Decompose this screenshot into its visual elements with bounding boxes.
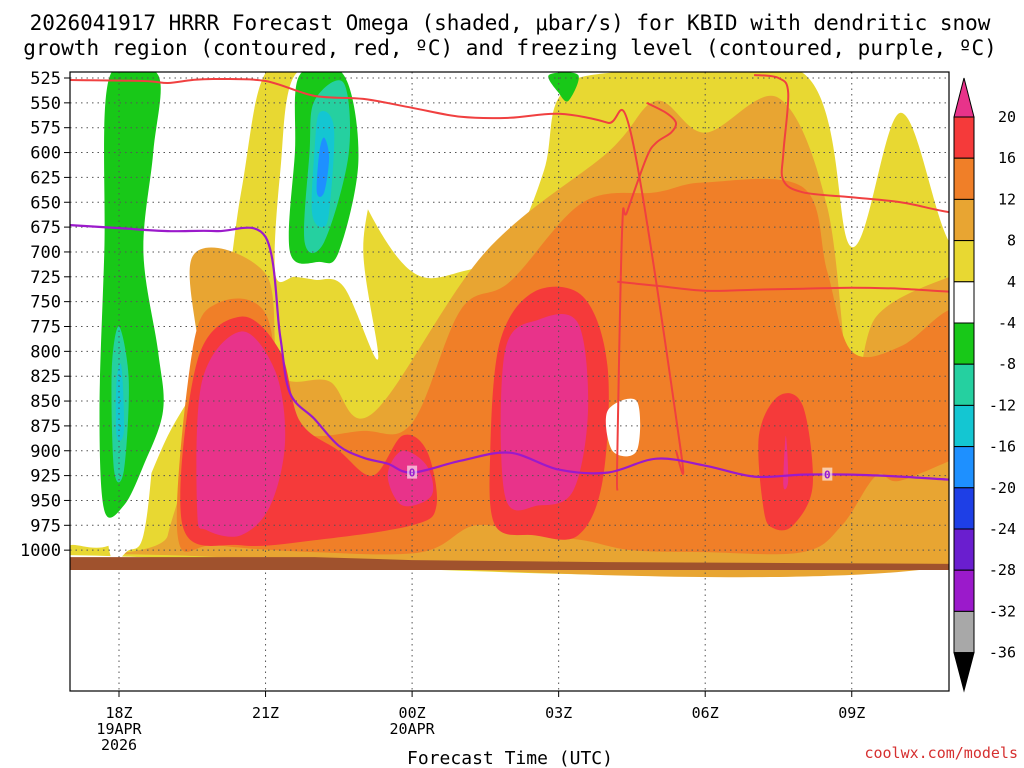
xtick-label-18Z-0: 18Z — [105, 704, 132, 722]
xtick-label-06Z-0: 06Z — [692, 704, 719, 722]
colorbar-top-triangle — [953, 77, 975, 118]
colorbar-bin--12-to--16 — [953, 404, 975, 448]
gridlines — [70, 72, 949, 691]
colorbar-label--12: -12 — [989, 396, 1016, 414]
ytick-label-525: 525 — [30, 69, 61, 89]
dgz-contour--12 — [753, 74, 949, 214]
colorbar-label-20: 20 — [998, 108, 1016, 126]
colorbar-label-4: 4 — [1007, 273, 1016, 291]
terrain-fill — [70, 557, 949, 570]
colorbar-bin--32-to--36 — [953, 610, 975, 654]
colorbar-label-8: 8 — [1007, 232, 1016, 250]
ytick-label-800: 800 — [30, 342, 61, 362]
svg-text:0: 0 — [824, 469, 831, 482]
xtick-label-09Z-0: 09Z — [838, 704, 865, 722]
omega-region--20-22 — [316, 137, 330, 197]
terrain-layer — [70, 557, 949, 570]
chart-title-line1: 2026041917 HRRR Forecast Omega (shaded, … — [30, 11, 991, 35]
colorbar-label-12: 12 — [998, 190, 1016, 208]
ytick-label-550: 550 — [30, 94, 61, 114]
ytick-label-925: 925 — [30, 467, 61, 487]
freezing-level-label-0: 0 — [407, 465, 418, 480]
colorbar-label--32: -32 — [989, 602, 1016, 620]
ytick-label-900: 900 — [30, 442, 61, 462]
ytick-label-600: 600 — [30, 144, 61, 164]
ytick-label-575: 575 — [30, 119, 61, 139]
svg-text:0: 0 — [409, 467, 416, 480]
ytick-label-725: 725 — [30, 268, 61, 288]
ytick-label-650: 650 — [30, 193, 61, 213]
dgz-contour--17 — [70, 77, 685, 475]
omega-region-20-7 — [196, 331, 286, 537]
colorbar-bin-20-to-16 — [953, 116, 975, 159]
omega-shading — [70, 72, 949, 578]
xtick-label-21Z-0: 21Z — [252, 704, 279, 722]
colorbar-bin-16-to-12 — [953, 157, 975, 200]
xtick-label-18Z-1: 19APR — [96, 720, 142, 738]
plot-frame — [69, 71, 950, 692]
colorbar-bin--8-to--12 — [953, 363, 975, 406]
colorbar-bin--4-to--8 — [953, 322, 975, 365]
colorbar-label--8: -8 — [998, 355, 1016, 373]
colorbar-bin--20-to--24 — [953, 487, 975, 530]
colorbar-bin-12-to-8 — [953, 198, 975, 242]
xtick-label-00Z-0: 00Z — [399, 704, 426, 722]
ytick-label-700: 700 — [30, 243, 61, 263]
colorbar-label--36: -36 — [989, 644, 1016, 662]
ytick-label-850: 850 — [30, 392, 61, 412]
colorbar-bin--24-to--28 — [953, 528, 975, 571]
ytick-label-625: 625 — [30, 168, 61, 188]
credit-text: coolwx.com/models — [864, 744, 1018, 762]
ytick-label-1000: 1000 — [20, 541, 61, 561]
xtick-label-03Z-0: 03Z — [545, 704, 572, 722]
colorbar: 20 16 12 8 4 -4 -8 -12 -16 -20 -24 -28 -32 -36 — [953, 77, 1016, 693]
ytick-label-875: 875 — [30, 417, 61, 437]
colorbar-bin--28-to--32 — [953, 569, 975, 612]
colorbar-label-16: 16 — [998, 149, 1016, 167]
colorbar-bottom-triangle — [953, 652, 975, 693]
omega-region-20-8 — [500, 314, 589, 511]
xtick-label-00Z-1: 20APR — [390, 720, 436, 738]
ytick-label-675: 675 — [30, 218, 61, 238]
ytick-label-950: 950 — [30, 491, 61, 511]
colorbar-bin-4-to--4 — [953, 281, 975, 324]
ytick-label-825: 825 — [30, 367, 61, 387]
colorbar-label--24: -24 — [989, 520, 1016, 538]
ytick-label-975: 975 — [30, 516, 61, 536]
omega-region--16-20 — [115, 363, 125, 442]
omega-region--4-13 — [357, 72, 556, 202]
dgz-contour--12c — [617, 280, 949, 293]
ytick-label-750: 750 — [30, 293, 61, 313]
omega-region--8-17 — [548, 72, 579, 102]
freezing-level-label-1: 0 — [822, 467, 833, 482]
freezing-level-contour — [70, 224, 949, 481]
y-axis: 525 550 575 600 625 650 675 700 725 750 775 800 825 8… — [20, 69, 70, 561]
colorbar-label--4: -4 — [998, 314, 1016, 332]
colorbar-bin-8-to-4 — [953, 240, 975, 283]
colorbar-label--16: -16 — [989, 438, 1016, 456]
xtick-label-18Z-2: 2026 — [101, 736, 137, 754]
dgz-contour--12b — [615, 101, 678, 491]
omega-region--4-14 — [605, 398, 641, 457]
colorbar-bin--16-to--20 — [953, 446, 975, 489]
colorbar-label--20: -20 — [989, 479, 1016, 497]
x-axis-title: Forecast Time (UTC) — [407, 748, 613, 768]
colorbar-label--28: -28 — [989, 561, 1016, 579]
ytick-label-775: 775 — [30, 318, 61, 338]
chart-title-line2: growth region (contoured, red, ºC) and f… — [23, 36, 997, 60]
